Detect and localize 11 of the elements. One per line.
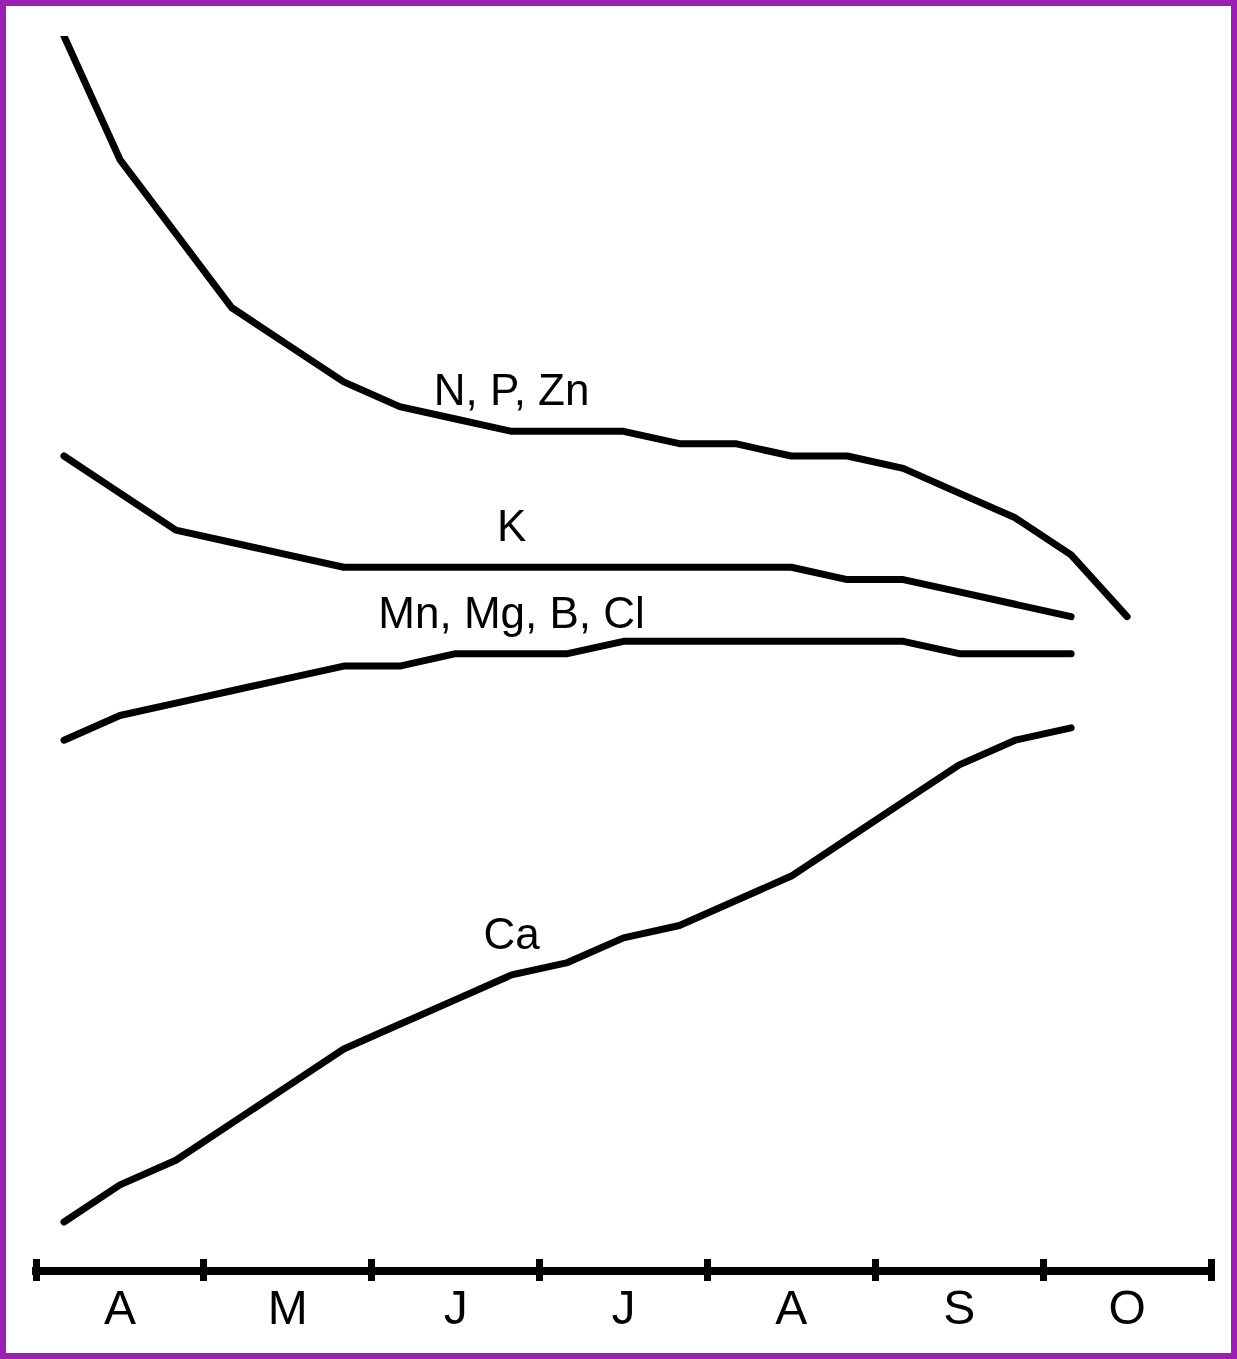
series-label: Mn, Mg, B, Cl xyxy=(378,587,645,637)
series-label: K xyxy=(496,501,527,551)
x-tick-label: J xyxy=(611,1281,636,1335)
x-tick-label: S xyxy=(943,1281,976,1335)
x-tick-label: A xyxy=(103,1281,136,1335)
series-label: Ca xyxy=(483,909,541,959)
x-tick-label: J xyxy=(443,1281,468,1335)
series-label: N, P, Zn xyxy=(433,365,590,415)
x-tick-label: M xyxy=(267,1281,308,1335)
x-tick-label: A xyxy=(775,1281,808,1335)
x-tick-label: O xyxy=(1108,1281,1146,1335)
